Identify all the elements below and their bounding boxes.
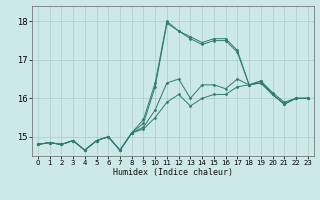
X-axis label: Humidex (Indice chaleur): Humidex (Indice chaleur): [113, 168, 233, 177]
